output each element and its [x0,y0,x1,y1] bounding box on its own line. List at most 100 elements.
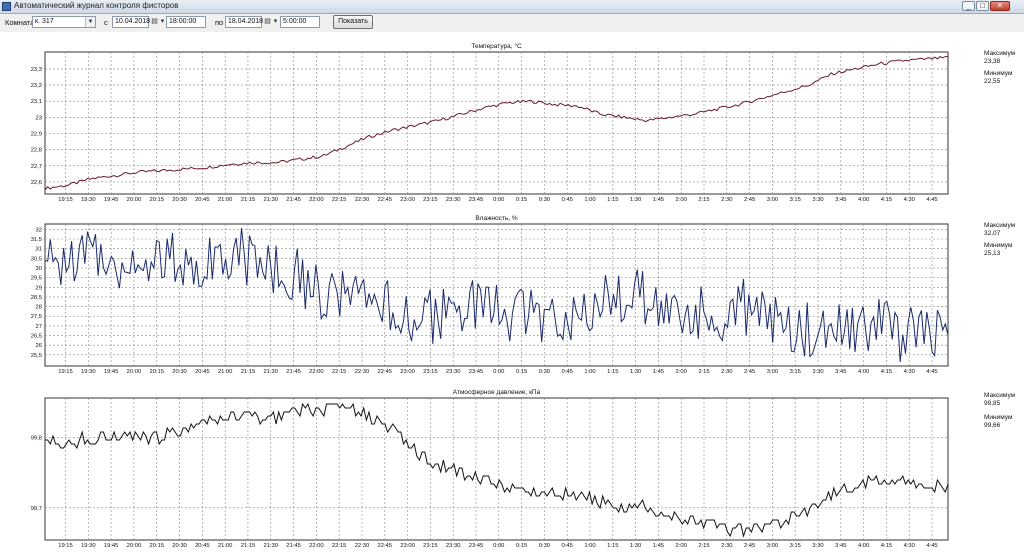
pressure-min-label: Минимум [984,414,1013,421]
pressure-x-tick-label: 19:15 [58,543,73,549]
humidity-x-tick-label: 19:15 [58,369,73,375]
humidity-x-tick-label: 21:45 [286,369,301,375]
humidity-y-tick-label: 26,5 [31,334,42,340]
from-label: с [104,18,108,27]
pressure-x-tick-label: 1:30 [630,543,641,549]
to-time-field[interactable]: 5:00:00 [280,16,320,28]
pressure-x-tick-label: 3:15 [790,543,801,549]
pressure-x-tick-label: 0:00 [493,543,504,549]
humidity-x-tick-label: 21:00 [218,369,233,375]
temperature-x-tick-label: 1:45 [653,197,664,203]
humidity-x-tick-label: 19:45 [104,369,119,375]
temperature-y-tick-label: 23 [36,115,42,121]
temperature-min-label: Минимум [984,70,1013,77]
temperature-x-tick-label: 23:15 [423,197,438,203]
temperature-x-tick-label: 3:30 [812,197,823,203]
to-date-field[interactable]: 18.04.2018 [225,16,263,28]
chevron-down-icon[interactable]: ▼ [85,17,95,27]
humidity-x-tick-label: 22:45 [378,369,393,375]
temperature-max-value: 23,38 [984,58,1001,65]
temperature-series-line [44,56,949,191]
temperature-x-tick-label: 22:00 [309,197,324,203]
pressure-x-tick-label: 19:30 [81,543,96,549]
temperature-x-tick-label: 21:00 [218,197,233,203]
humidity-x-tick-label: 21:30 [263,369,278,375]
calendar-icon[interactable]: ▤ [151,18,158,25]
temperature-y-tick-label: 22,6 [31,180,42,186]
pressure-x-tick-label: 23:15 [423,543,438,549]
pressure-x-tick-label: 4:30 [904,543,915,549]
temperature-x-tick-label: 22:30 [355,197,370,203]
chevron-down-icon[interactable]: ▾ [273,18,278,25]
pressure-x-tick-label: 1:45 [653,543,664,549]
humidity-plot-frame [44,223,949,367]
humidity-y-tick-label: 32 [36,227,42,233]
calendar-icon[interactable]: ▤ [264,18,271,25]
pressure-min-value: 99,66 [984,422,1001,429]
pressure-x-tick-label: 21:00 [218,543,233,549]
pressure-x-tick-label: 19:45 [104,543,119,549]
title-bar: Автоматический журнал контроля фисторов … [0,0,1024,14]
temperature-y-tick-label: 22,9 [31,131,42,137]
humidity-y-tick-label: 27 [36,324,42,330]
humidity-x-tick-label: 19:30 [81,369,96,375]
pressure-x-tick-label: 23:30 [446,543,461,549]
humidity-x-tick-label: 1:45 [653,369,664,375]
humidity-x-tick-label: 23:30 [446,369,461,375]
pressure-chart-title: Атмосферное давление, кПа [453,389,541,396]
room-select-value: к. 317 [35,18,54,25]
room-select[interactable]: к. 317 ▼ [32,16,96,28]
temperature-x-tick-label: 23:30 [446,197,461,203]
humidity-x-tick-label: 20:00 [127,369,142,375]
temperature-x-tick-label: 0:00 [493,197,504,203]
temperature-x-tick-label: 3:45 [835,197,846,203]
humidity-x-tick-label: 21:15 [241,369,256,375]
humidity-x-tick-label: 3:30 [812,369,823,375]
maximize-button[interactable]: □ [976,1,989,11]
pressure-x-tick-label: 20:15 [149,543,164,549]
humidity-x-tick-label: 23:15 [423,369,438,375]
temperature-x-tick-label: 19:30 [81,197,96,203]
humidity-x-tick-label: 20:15 [149,369,164,375]
temperature-min-value: 22,55 [984,78,1001,85]
from-date-field[interactable]: 10.04.2018 [112,16,150,28]
pressure-x-tick-label: 20:00 [127,543,142,549]
humidity-x-tick-label: 22:15 [332,369,347,375]
temperature-x-tick-label: 4:15 [881,197,892,203]
temperature-x-tick-label: 4:45 [926,197,937,203]
humidity-x-tick-label: 2:15 [698,369,709,375]
humidity-min-label: Минимум [984,242,1013,249]
pressure-x-tick-label: 2:45 [744,543,755,549]
pressure-x-tick-label: 3:45 [835,543,846,549]
minimize-button[interactable]: _ [962,1,975,11]
temperature-x-tick-label: 21:45 [286,197,301,203]
window-title: Автоматический журнал контроля фисторов [14,1,179,10]
humidity-x-tick-label: 4:15 [881,369,892,375]
temperature-chart-title: Температура, °С [471,42,522,50]
temperature-y-tick-label: 23,1 [31,99,42,105]
pressure-x-tick-label: 0:45 [562,543,573,549]
temperature-x-tick-label: 0:45 [562,197,573,203]
temperature-y-tick-label: 23,3 [31,67,42,73]
humidity-y-tick-label: 28 [36,305,42,311]
show-button[interactable]: Показать [333,15,373,29]
temperature-x-tick-label: 4:00 [858,197,869,203]
humidity-y-tick-label: 30 [36,266,42,272]
pressure-y-tick-label: 99,8 [31,435,42,441]
close-button[interactable]: ✕ [990,1,1010,11]
pressure-series-line [45,402,949,538]
temperature-x-tick-label: 21:15 [241,197,256,203]
humidity-y-tick-label: 30,5 [31,256,42,262]
from-time-field[interactable]: 18:00:00 [166,16,206,28]
humidity-x-tick-label: 20:30 [172,369,187,375]
humidity-y-tick-label: 27,5 [31,314,42,320]
temperature-x-tick-label: 2:00 [676,197,687,203]
temperature-x-tick-label: 0:15 [516,197,527,203]
temperature-x-tick-label: 4:30 [904,197,915,203]
pressure-y-tick-label: 99,7 [31,506,42,512]
chevron-down-icon[interactable]: ▾ [160,18,165,25]
humidity-max-value: 32,07 [984,230,1001,237]
pressure-x-tick-label: 2:15 [698,543,709,549]
humidity-x-tick-label: 1:30 [630,369,641,375]
